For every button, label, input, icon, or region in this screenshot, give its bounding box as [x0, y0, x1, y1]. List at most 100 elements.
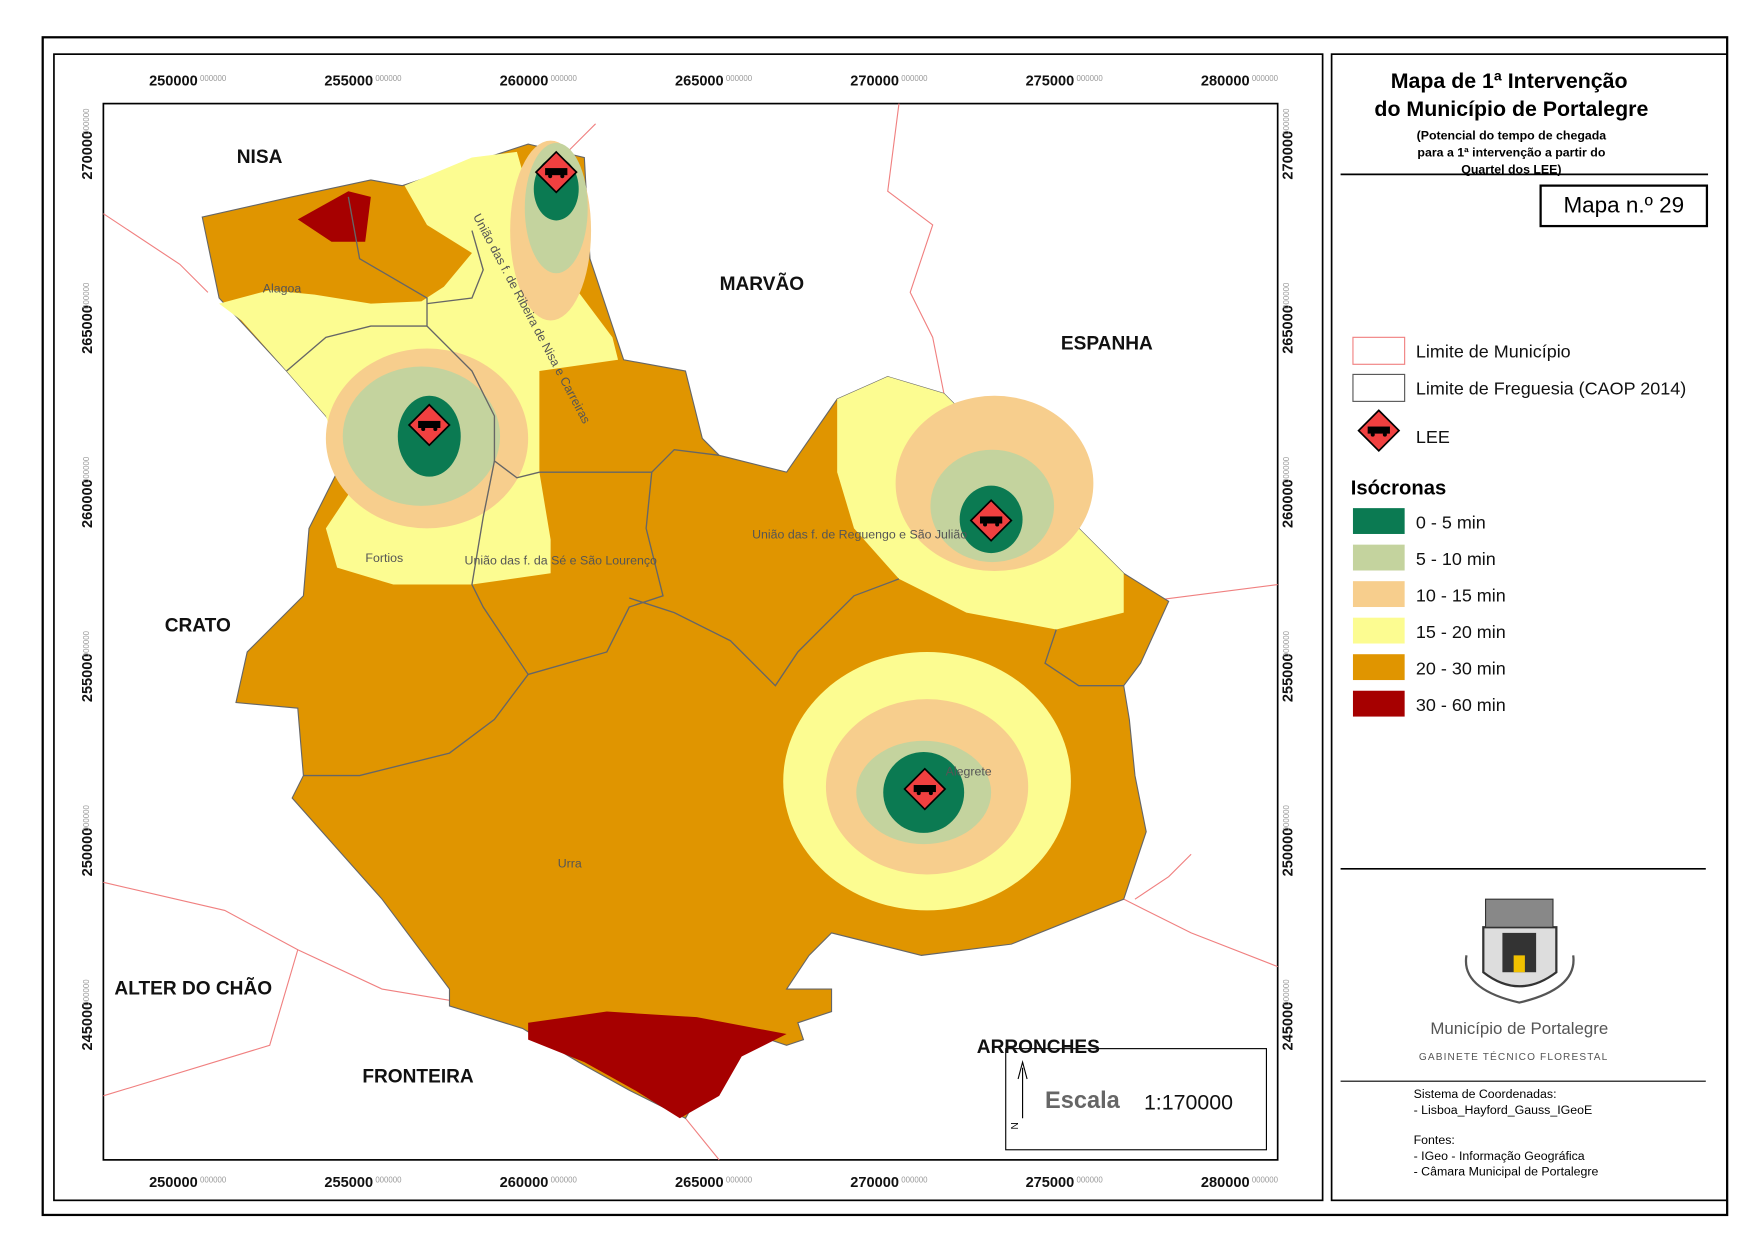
parish-label: Fortios: [365, 551, 403, 565]
legend-swatch: [1352, 508, 1405, 534]
y-coord-suffix: 000000: [82, 282, 91, 309]
legend-label: 20 - 30 min: [1416, 658, 1506, 678]
parish-label: União das f. da Sé e São Lourenço: [465, 553, 658, 567]
parish-label: Urra: [558, 857, 582, 871]
y-coord-suffix: 000000: [1282, 282, 1291, 309]
north-label: N: [1010, 1122, 1021, 1129]
x-coord-label: 265000: [675, 74, 724, 90]
legend-swatch: [1352, 617, 1405, 644]
x-coord-label: 255000: [324, 1175, 373, 1191]
y-coord-label: 265000: [1280, 305, 1296, 354]
map-number: Mapa n.º 29: [1563, 193, 1684, 218]
x-coord-label: 260000: [500, 1175, 549, 1191]
boundary: [1123, 898, 1278, 968]
title: do Município de Portalegre: [1374, 97, 1648, 121]
x-coord-label: 250000: [149, 1175, 198, 1191]
x-coord-label: 275000: [1026, 1175, 1075, 1191]
legend-label: 15 - 20 min: [1416, 622, 1506, 642]
legend-swatch: [1352, 336, 1406, 365]
x-coord-suffix: 000000: [375, 74, 402, 83]
subtitle: Quartel dos LEE): [1461, 162, 1561, 176]
legend-label: Limite de Freguesia (CAOP 2014): [1416, 379, 1686, 399]
x-coord-suffix: 000000: [551, 74, 578, 83]
region-label: CRATO: [165, 616, 231, 637]
lee-wheel: [560, 174, 565, 179]
municipality-limits: [103, 103, 1278, 1161]
legend-swatch: [1352, 690, 1405, 717]
y-coord-label: 255000: [80, 653, 96, 702]
scale-value: 1:170000: [1144, 1090, 1233, 1114]
legend-label: 0 - 5 min: [1416, 512, 1486, 532]
x-coord-suffix: 000000: [375, 1175, 402, 1184]
zone-30-60: [297, 191, 371, 242]
coat-of-arms: [1464, 898, 1575, 1004]
parish-label: Alegrete: [946, 765, 992, 779]
x-coord-label: 280000: [1201, 1175, 1250, 1191]
region-label: FRONTEIRA: [362, 1066, 474, 1087]
legend-swatch: [1352, 654, 1405, 681]
lee-wheel: [548, 174, 553, 179]
x-coord-suffix: 000000: [726, 1175, 753, 1184]
lee-wheel: [1370, 432, 1375, 437]
legend-swatch: [1352, 373, 1406, 402]
parish-boundary: [426, 230, 484, 305]
boundary: [103, 949, 299, 1097]
x-coord-label: 280000: [1201, 74, 1250, 90]
boundary: [685, 1117, 720, 1161]
parish-label: Alagoa: [263, 281, 302, 295]
parish-boundary: [286, 325, 428, 372]
lee-wheel: [1382, 432, 1387, 437]
y-coord-suffix: 000000: [1282, 630, 1291, 657]
x-coord-suffix: 000000: [1252, 74, 1279, 83]
sources-title: Fontes:: [1414, 1133, 1455, 1147]
scale-label: Escala: [1045, 1087, 1121, 1113]
y-coord-suffix: 000000: [82, 630, 91, 657]
lee-wheel: [433, 426, 438, 432]
x-coord-suffix: 000000: [200, 74, 227, 83]
y-coord-label: 250000: [80, 828, 96, 877]
map-layer: [103, 103, 1278, 1161]
lee-symbol: [903, 767, 947, 811]
region-label: ESPANHA: [1061, 334, 1153, 355]
title: Mapa de 1ª Intervenção: [1391, 69, 1628, 93]
y-coord-suffix: 000000: [1282, 979, 1291, 1006]
y-coord-label: 260000: [80, 479, 96, 528]
lee-truck: [913, 785, 936, 793]
x-coord-label: 260000: [500, 74, 549, 90]
y-coord-label: 270000: [80, 131, 96, 180]
lee-wheel: [995, 522, 1000, 527]
parish-limits: [286, 196, 1124, 777]
lee-truck: [979, 516, 1003, 524]
y-coord-suffix: 000000: [1282, 805, 1291, 832]
zone-30-60: [528, 1011, 787, 1119]
x-coord-label: 270000: [850, 74, 899, 90]
lee-symbol: [1357, 409, 1401, 453]
legend-frame: [1330, 53, 1728, 1202]
y-coord-suffix: 000000: [1282, 456, 1291, 483]
coord-system-title: Sistema de Coordenadas:: [1414, 1087, 1557, 1101]
boundary: [1134, 853, 1192, 900]
legend-lee-icon: [1357, 409, 1401, 453]
legend-label: 30 - 60 min: [1416, 695, 1506, 715]
boundary: [1146, 583, 1278, 602]
lee-symbol: [969, 499, 1013, 542]
x-coord-label: 270000: [850, 1175, 899, 1191]
x-coord-label: 275000: [1026, 74, 1075, 90]
isochrones-title: Isócronas: [1351, 478, 1447, 500]
map-frame: [53, 53, 1324, 1202]
x-coord-suffix: 000000: [551, 1175, 578, 1184]
y-coord-suffix: 000000: [82, 805, 91, 832]
y-coord-suffix: 000000: [82, 108, 91, 135]
map-number-box: [1539, 184, 1709, 228]
region-label: ARRONCHES: [977, 1037, 1100, 1058]
lee-truck: [1367, 426, 1390, 434]
lee-symbol: [407, 403, 451, 447]
x-coord-suffix: 000000: [1077, 1175, 1104, 1184]
lee-symbols: [407, 150, 1013, 811]
parish-label: União das f. de Reguengo e São Julião: [752, 527, 967, 541]
y-coord-suffix: 000000: [82, 979, 91, 1006]
x-coord-suffix: 000000: [1252, 1175, 1279, 1184]
x-coord-suffix: 000000: [901, 74, 928, 83]
boundary: [887, 103, 945, 394]
y-coord-label: 255000: [1280, 653, 1296, 702]
